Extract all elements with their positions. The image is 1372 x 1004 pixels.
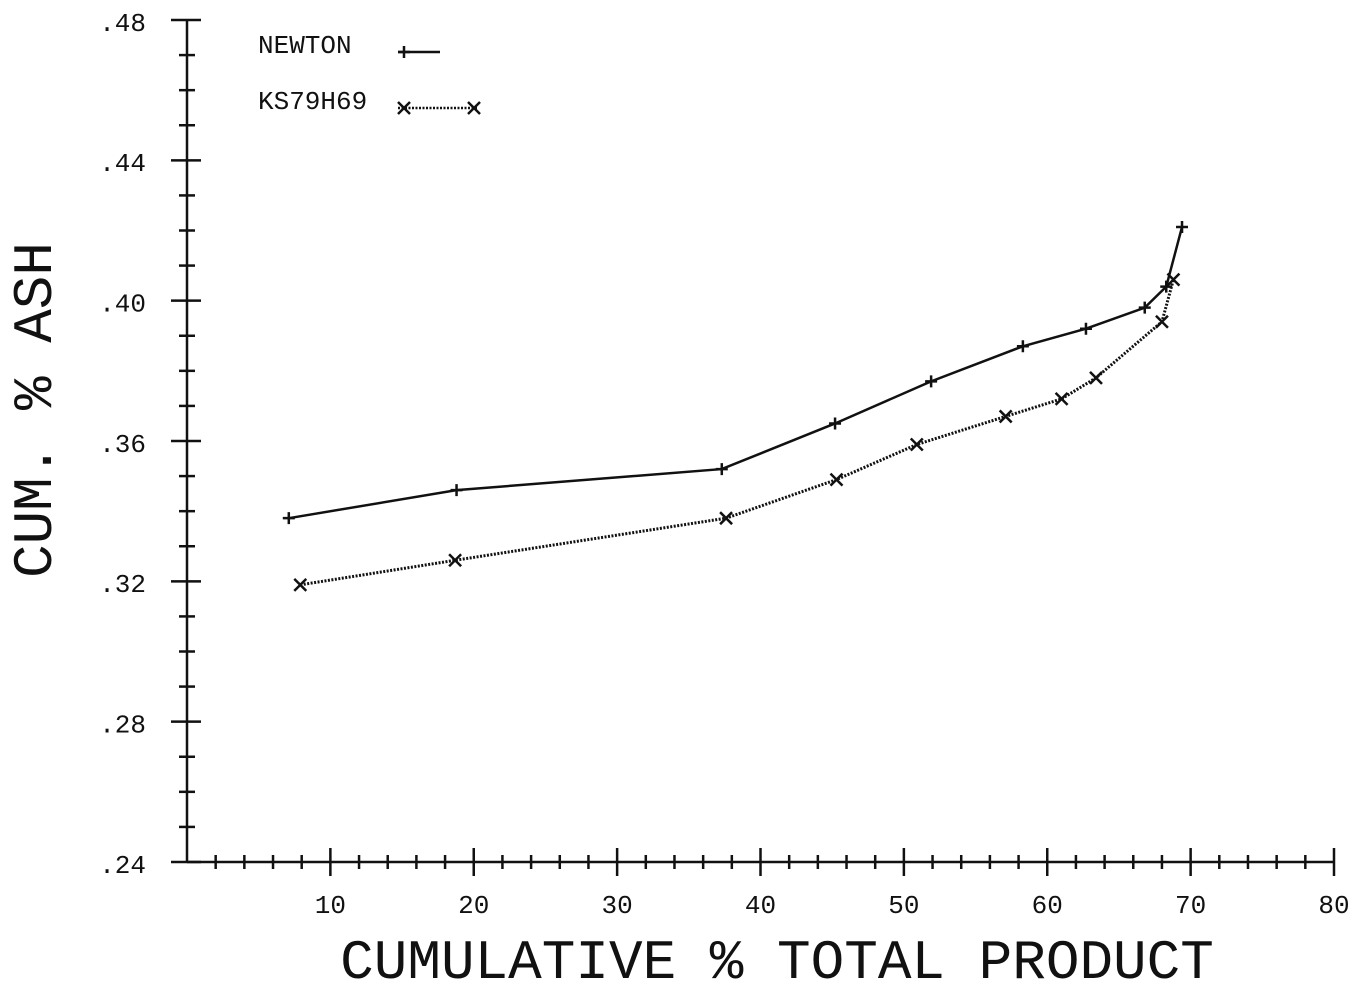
marker (925, 375, 938, 388)
marker (719, 511, 733, 526)
marker (1138, 301, 1151, 314)
x-tick-label: 60 (1032, 891, 1063, 921)
marker (829, 472, 844, 487)
legend-marker (397, 101, 411, 115)
y-tick-label: .48 (99, 9, 146, 39)
y-axis-title: CUM. % ASH (4, 242, 68, 578)
x-tick-label: 70 (1175, 891, 1206, 921)
x-tick-label: 40 (745, 891, 776, 921)
marker (1176, 220, 1189, 233)
marker (282, 512, 295, 525)
legend-label: KS79H69 (258, 87, 367, 117)
marker (1166, 272, 1181, 287)
x-tick-label: 10 (315, 891, 346, 921)
y-tick-label: .44 (99, 149, 146, 179)
series-line (300, 279, 1175, 587)
x-tick-label: 50 (888, 891, 919, 921)
legend-marker (467, 101, 481, 115)
x-axis-title: CUMULATIVE % TOTAL PRODUCT (340, 931, 1214, 995)
marker (829, 417, 842, 430)
marker (448, 553, 462, 568)
marker (450, 484, 463, 497)
marker (1155, 314, 1169, 329)
marker (1079, 322, 1092, 335)
marker (909, 437, 924, 452)
marker (1089, 370, 1103, 385)
y-tick-label: .32 (99, 570, 146, 600)
legend-marker (398, 46, 410, 58)
marker (1054, 392, 1069, 406)
series-line (288, 226, 1184, 520)
y-tick-label: .40 (99, 290, 146, 320)
x-tick-label: 30 (602, 891, 633, 921)
y-tick-label: .36 (99, 430, 146, 460)
x-tick-label: 80 (1318, 891, 1349, 921)
marker (293, 577, 308, 592)
marker (998, 409, 1013, 424)
marker (715, 463, 728, 476)
y-tick-label: .28 (99, 711, 146, 741)
y-tick-label: .24 (99, 851, 146, 881)
x-tick-label: 20 (458, 891, 489, 921)
marker (1016, 340, 1029, 353)
legend-label: NEWTON (258, 31, 352, 61)
